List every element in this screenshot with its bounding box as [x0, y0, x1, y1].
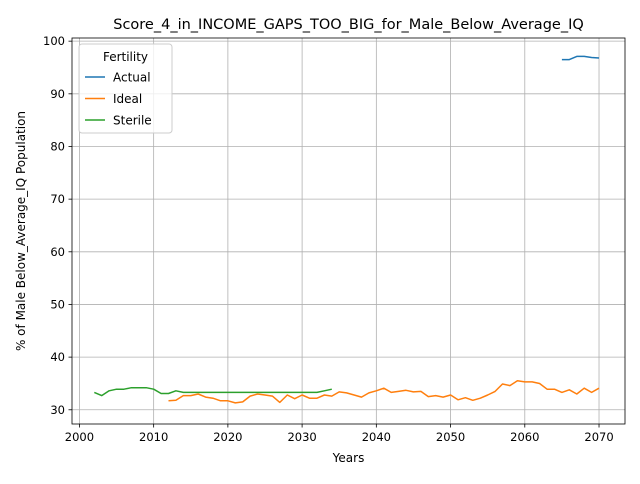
- legend-box: [78, 43, 173, 134]
- y-axis-label: % of Male Below_Average_IQ Population: [14, 111, 28, 351]
- y-tick-label: 100: [43, 34, 65, 48]
- x-tick-label: 2050: [436, 430, 465, 444]
- series-line-actual: [561, 55, 600, 61]
- chart-title: Score_4_in_INCOME_GAPS_TOO_BIG_for_Male_…: [113, 17, 584, 33]
- y-tick-label: 70: [50, 192, 65, 206]
- y-tick-label: 50: [50, 297, 65, 311]
- y-tick-label: 60: [50, 245, 65, 259]
- series-line-sterile: [94, 386, 332, 397]
- x-tick-label: 2060: [510, 430, 539, 444]
- legend-label-sterile: Sterile: [113, 114, 152, 128]
- y-tick-label: 30: [50, 403, 65, 417]
- y-tick-label: 40: [50, 350, 65, 364]
- x-tick-label: 2000: [65, 430, 94, 444]
- x-tick-label: 2070: [584, 430, 613, 444]
- series-lines: [94, 55, 600, 404]
- y-tick-label: 90: [50, 87, 65, 101]
- grid: [72, 38, 625, 424]
- x-tick-label: 2010: [139, 430, 168, 444]
- axis-ticks: 2000 2010 2020 2030 2040 2050 2060 2070 30 40 50 60…: [43, 34, 614, 444]
- x-tick-label: 2020: [213, 430, 242, 444]
- x-tick-label: 2040: [362, 430, 391, 444]
- legend-label-ideal: Ideal: [113, 92, 142, 106]
- plot-frame: [71, 37, 626, 425]
- x-tick-label: 2030: [287, 430, 316, 444]
- legend-label-actual: Actual: [113, 71, 151, 85]
- legend-title: Fertility: [103, 50, 148, 64]
- series-line-ideal: [168, 380, 600, 404]
- legend: Fertility Actual Ideal Sterile: [78, 43, 173, 134]
- x-axis-label: Years: [332, 451, 365, 465]
- y-tick-label: 80: [50, 139, 65, 153]
